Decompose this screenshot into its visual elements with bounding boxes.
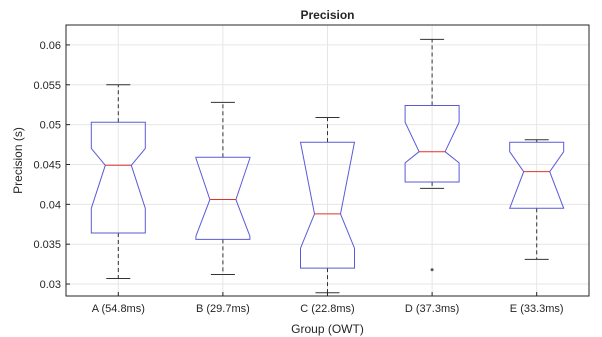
outlier-point <box>430 268 434 272</box>
y-tick-label: 0.03 <box>40 279 61 291</box>
box-body <box>299 141 356 269</box>
x-tick-label: C (22.8ms) <box>300 303 354 315</box>
grid-lines <box>66 25 589 296</box>
box-group <box>404 38 460 272</box>
box-body <box>508 141 565 209</box>
box-group <box>90 84 146 279</box>
box-body <box>195 156 251 240</box>
y-axis-label: Precision (s) <box>11 127 25 194</box>
box-body <box>404 105 460 183</box>
box-group <box>195 101 251 275</box>
chart-title: Precision <box>300 8 354 22</box>
x-tick-label: E (33.3ms) <box>510 303 564 315</box>
axes: 0.03 0.035 0.04 0.045 0.05 0.055 0.06 A (54.8ms… <box>33 24 590 315</box>
y-tick-label: 0.035 <box>33 239 61 251</box>
x-axis-label: Group (OWT) <box>291 322 364 336</box>
x-tick-label: D (37.3ms) <box>405 303 459 315</box>
y-tick-label: 0.06 <box>40 40 61 52</box>
y-tick-label: 0.045 <box>33 159 61 171</box>
x-tick-label: A (54.8ms) <box>92 303 145 315</box>
y-tick-label: 0.055 <box>33 80 61 92</box>
box-series <box>90 38 565 294</box>
x-tick-label: B (29.7ms) <box>196 303 250 315</box>
box-body <box>90 121 146 234</box>
plot-frame <box>65 24 590 297</box>
box-group <box>508 139 565 260</box>
y-tick-label: 0.04 <box>40 199 61 211</box>
y-tick-label: 0.05 <box>40 120 61 132</box>
